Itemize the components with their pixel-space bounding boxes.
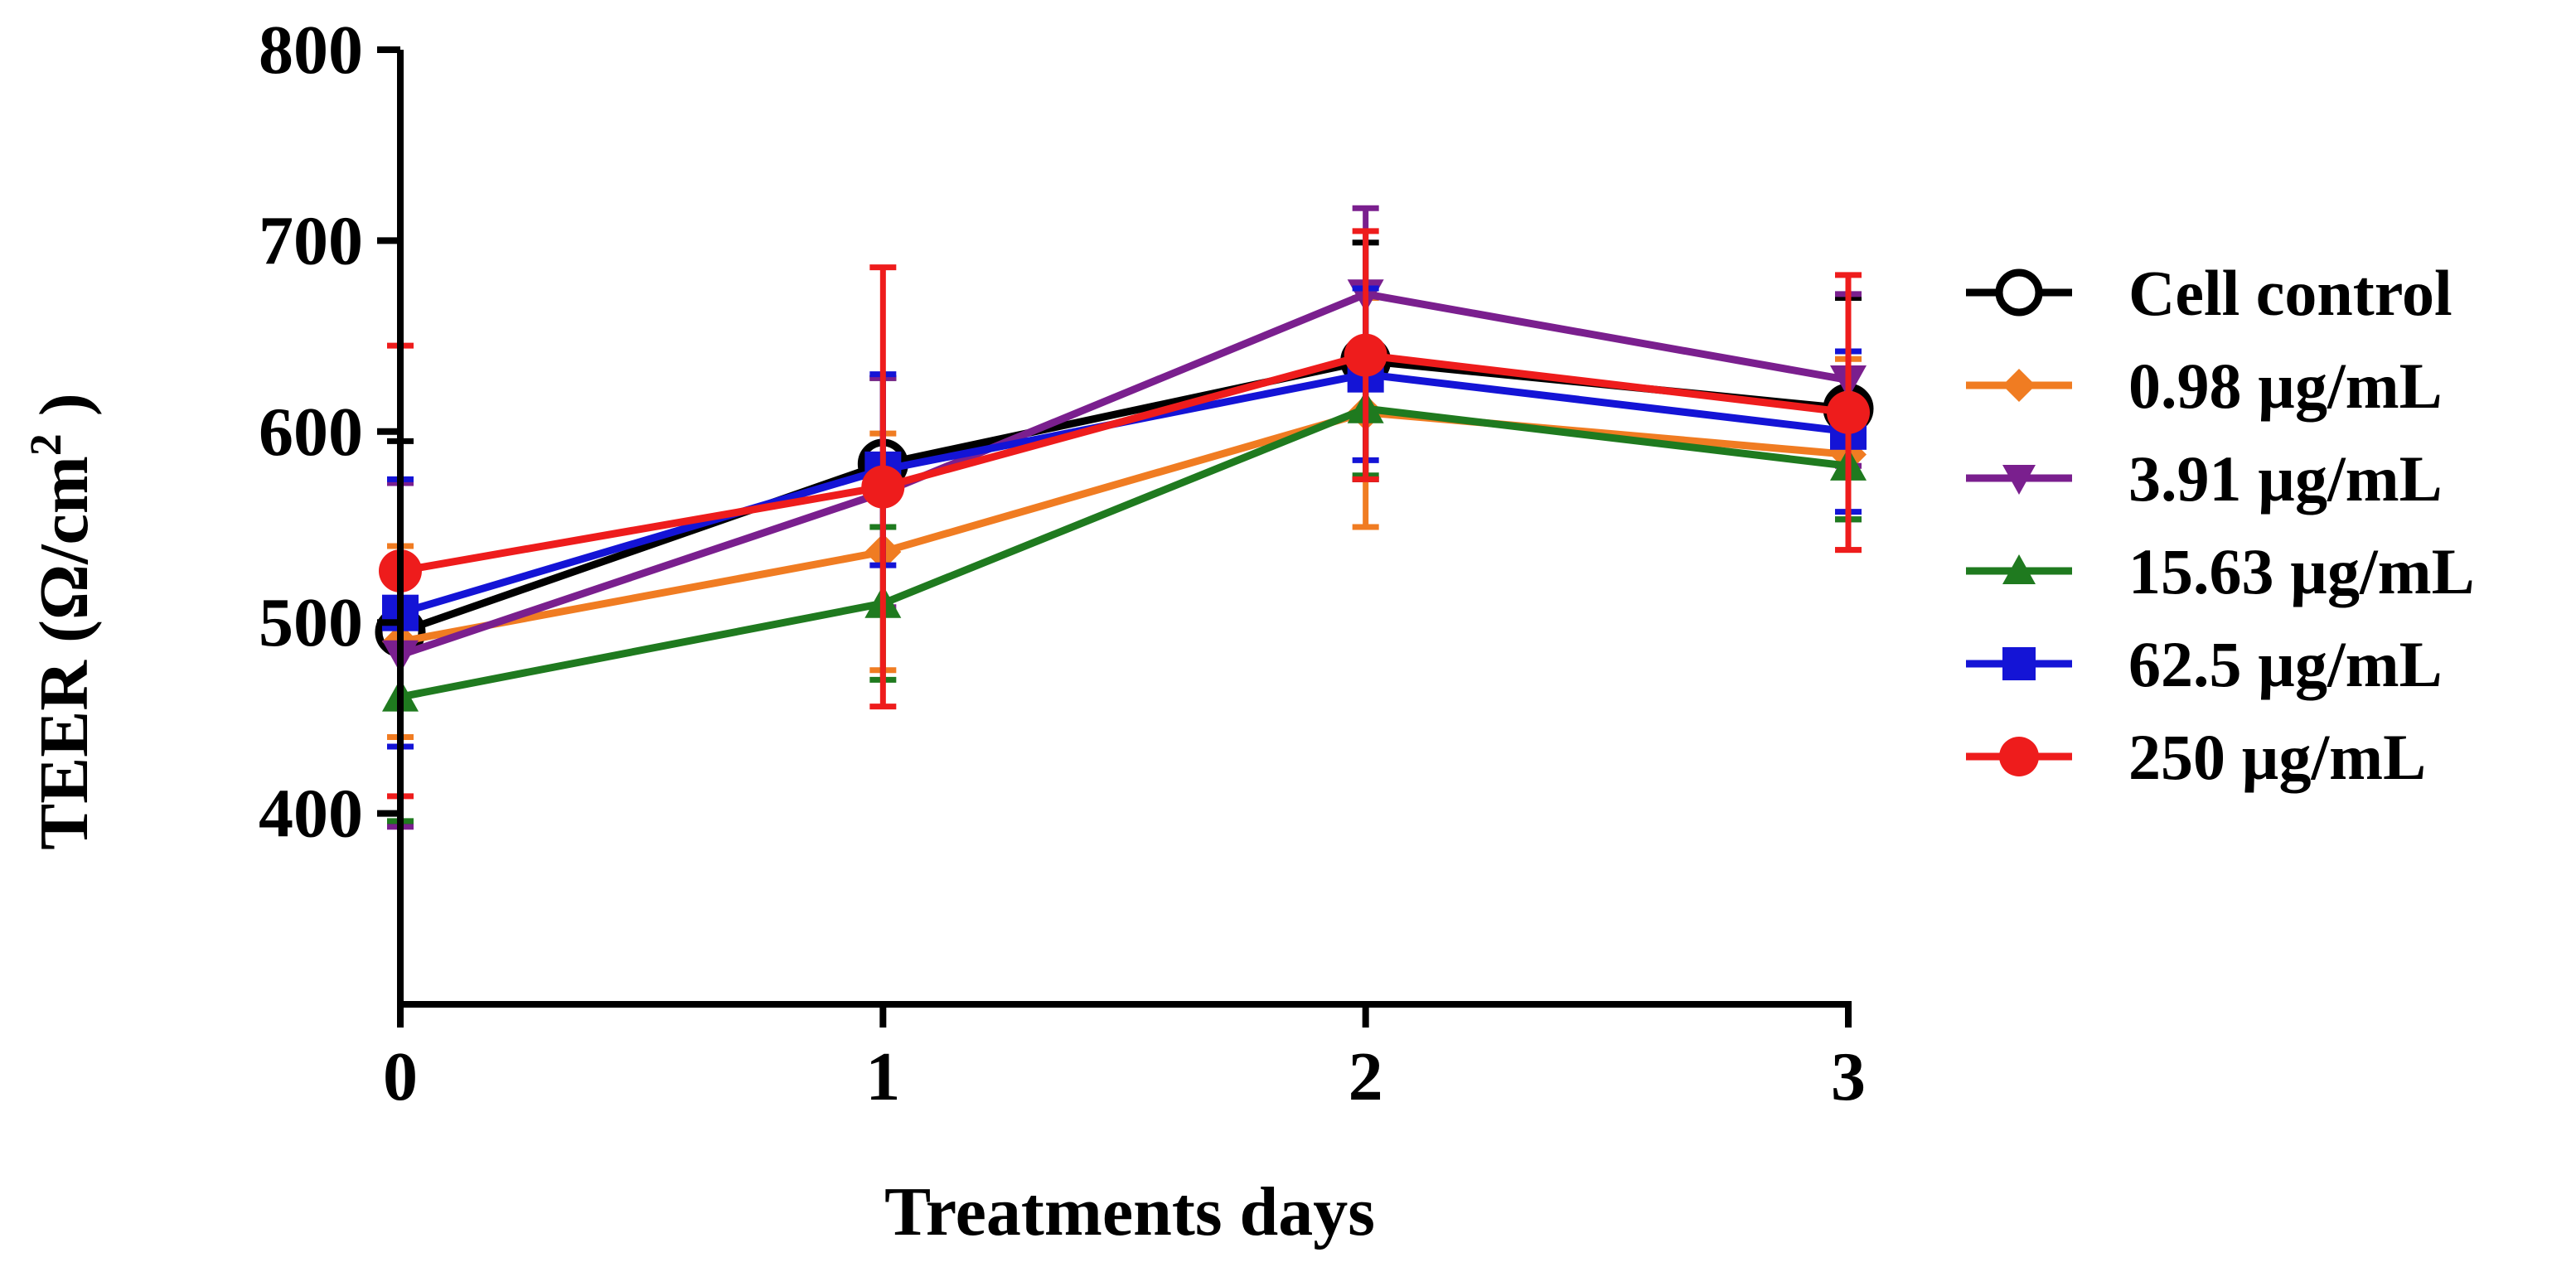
legend-label: 3.91 µg/mL	[2128, 442, 2443, 515]
data-point	[1827, 390, 1870, 434]
legend-item: 15.63 µg/mL	[1966, 535, 2475, 607]
y-tick-label: 800	[259, 12, 363, 89]
y-axis-title-suffix: )	[26, 393, 103, 433]
series-4	[382, 285, 1867, 750]
legend-marker	[2002, 647, 2036, 680]
series-line	[399, 357, 1849, 636]
y-axis-title-superscript: 2	[21, 433, 70, 456]
legend-item: 250 µg/mL	[1966, 721, 2426, 793]
legend-label: 0.98 µg/mL	[2128, 350, 2443, 422]
x-tick-label: 0	[383, 1038, 418, 1115]
legend-item: 3.91 µg/mL	[1966, 442, 2443, 515]
legend-label: 15.63 µg/mL	[2128, 535, 2475, 607]
y-axis-title: TEER (Ω/cm2 )	[21, 393, 103, 850]
series-line	[399, 409, 1849, 646]
x-tick-label: 1	[865, 1038, 900, 1115]
legend-label: Cell control	[2128, 257, 2453, 329]
legend-marker	[1995, 268, 2043, 317]
plot-area	[375, 205, 1874, 830]
legend-marker	[2002, 369, 2036, 402]
y-tick-label: 600	[259, 394, 363, 471]
legend-label: 62.5 µg/mL	[2128, 628, 2443, 700]
legend-marker	[2002, 554, 2036, 584]
legend-marker	[1999, 737, 2039, 776]
series-1	[382, 295, 1867, 740]
series-2	[382, 205, 1867, 830]
legend-item: Cell control	[1966, 257, 2453, 329]
legend: Cell control 0.98 µg/mL 3.91 µg/mL 15.63 µg…	[1966, 257, 2475, 793]
series-5	[379, 228, 1870, 800]
y-tick-label: 500	[259, 584, 363, 661]
legend-item: 62.5 µg/mL	[1966, 628, 2443, 700]
x-tick-label: 2	[1349, 1038, 1383, 1115]
legend-item: 0.98 µg/mL	[1966, 350, 2443, 422]
y-tick-label: 400	[259, 776, 363, 853]
y-tick-label: 700	[259, 202, 363, 279]
data-point	[861, 465, 905, 509]
y-axis-title-prefix: TEER (Ω/cm	[26, 456, 103, 850]
series-line	[399, 351, 1849, 575]
legend-label: 250 µg/mL	[2128, 721, 2426, 793]
y-axis: 400 500 600 700 800	[259, 12, 404, 1004]
x-axis-title: Treatments days	[884, 1173, 1375, 1250]
data-point	[1344, 333, 1387, 377]
legend-marker	[2002, 465, 2036, 495]
series-line	[399, 404, 1849, 701]
x-tick-label: 3	[1831, 1038, 1866, 1115]
series-line	[399, 290, 1849, 659]
x-axis: 0 1 2 3	[383, 1001, 1866, 1115]
